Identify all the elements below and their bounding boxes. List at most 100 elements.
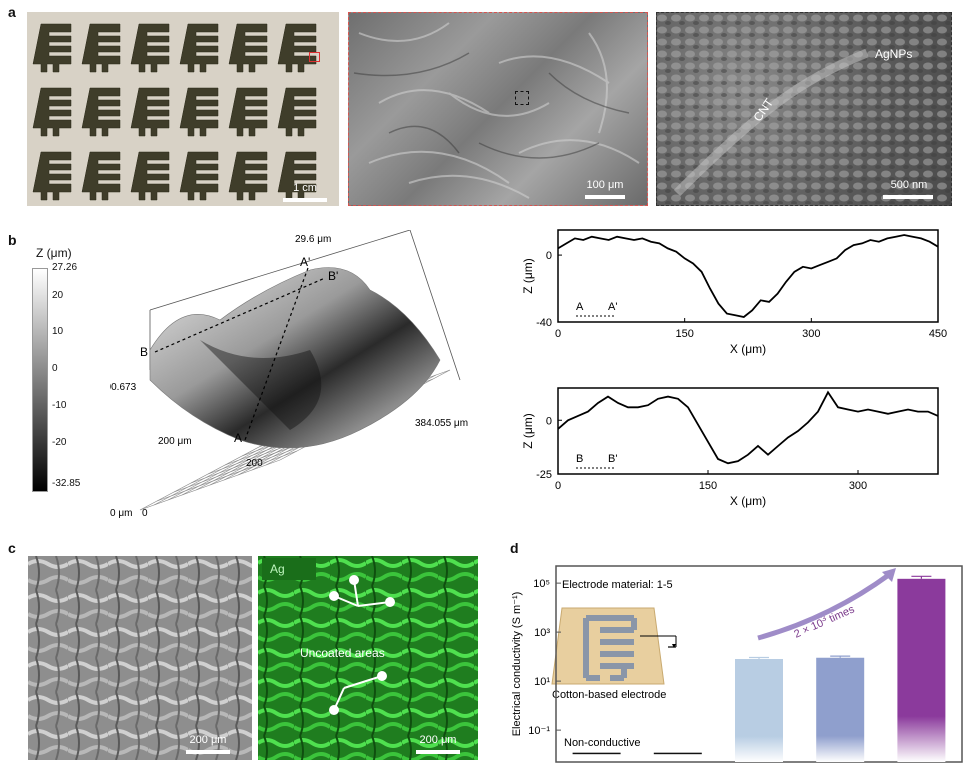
scale-bar-label: 200 μm: [419, 734, 457, 746]
tick-0: 0: [142, 508, 148, 519]
profile-line: [557, 390, 939, 465]
colorbar-tick-label: -10: [52, 400, 67, 411]
electrode: [228, 23, 268, 73]
tick-200-left: 200 μm: [158, 436, 192, 447]
label-a-prime: A': [300, 255, 310, 269]
uncoated-areas-label: Uncoated areas: [300, 646, 385, 660]
x-tick-label: 0: [555, 480, 561, 492]
x-axis-label: X (μm): [730, 342, 766, 356]
sem-nanotexture: [657, 13, 950, 204]
tick-200-right: 200: [246, 458, 263, 469]
eds-ag-map: Ag Uncoated areas 200 μm: [258, 556, 478, 760]
agnps-label: AgNPs: [875, 47, 913, 61]
electrode: [179, 23, 219, 73]
legend-start: A: [576, 301, 584, 313]
electrode: [228, 87, 268, 137]
colorbar: [32, 268, 48, 492]
y-tick-label: 0: [546, 415, 552, 427]
sem-fabric-image: 200 μm: [28, 556, 252, 760]
y-tick-label: 10¹: [534, 676, 550, 688]
y-axis-label: Z (μm): [521, 258, 535, 294]
electrode-grid-image: [32, 23, 317, 201]
tick-0-um: 0 μm: [110, 508, 132, 519]
legend-end: A': [608, 301, 617, 313]
axis-right-label: 384.055 μm: [415, 418, 468, 429]
y-tick-label: -40: [536, 317, 552, 329]
fabric-texture: [28, 556, 252, 760]
x-tick-label: 450: [929, 328, 947, 340]
y-tick-label: 10⁵: [533, 578, 550, 590]
scale-bar-label: 200 μm: [189, 734, 227, 746]
colorbar-tick-label: -20: [52, 437, 67, 448]
y-tick-label: 0: [546, 250, 552, 262]
eds-texture: [258, 556, 478, 760]
legend-start: B: [576, 453, 583, 465]
label-a: A: [234, 431, 242, 445]
surface-3d-plot: B B' A' A 29.6 μm 400.673 384.055 μm 200…: [110, 230, 468, 519]
cotton-electrode-label: Cotton-based electrode: [552, 689, 666, 701]
electrode: [130, 87, 170, 137]
non-conductive-label: Non-conductive: [564, 737, 640, 749]
electrode-material-label: Electrode material: 1-5: [562, 579, 673, 591]
sem-texture: [353, 22, 640, 199]
x-tick-label: 300: [849, 480, 867, 492]
scale-bar: [186, 750, 230, 754]
electrode: [81, 87, 121, 137]
electrode: [228, 151, 268, 201]
x-tick-label: 0: [555, 328, 561, 340]
label-b-prime: B': [328, 269, 338, 283]
electrode: [130, 23, 170, 73]
scale-bar-label: 500 nm: [890, 179, 928, 191]
electrode: [179, 151, 219, 201]
height-max-label: 29.6 μm: [295, 234, 331, 245]
zoom-box-black: [515, 91, 529, 105]
electrode: [277, 23, 317, 73]
y-tick-label: 10⁻¹: [528, 725, 550, 737]
x-tick-label: 150: [675, 328, 693, 340]
y-tick-label: -25: [536, 469, 552, 481]
y-axis-label: Z (μm): [521, 413, 535, 449]
scale-bar: [883, 195, 933, 199]
scale-bar-label: 1 cm: [293, 182, 317, 194]
panel-letter-a: a: [8, 4, 16, 20]
x-tick-label: 150: [699, 480, 717, 492]
y-axis-label: Electrical conductivity (S m⁻¹): [511, 592, 523, 737]
x-tick-label: 300: [802, 328, 820, 340]
bar: [572, 752, 621, 755]
electrode: [32, 23, 72, 73]
colorbar-tick-label: 27.26: [52, 262, 78, 273]
increase-arrow-head: [882, 568, 896, 582]
electrode: [179, 87, 219, 137]
profile-line: [557, 234, 939, 318]
panel-letter-b: b: [8, 232, 17, 248]
panel-letter-c: c: [8, 540, 16, 556]
bar: [816, 657, 865, 762]
scale-bar: [283, 198, 327, 202]
electrode: [277, 87, 317, 137]
legend-end: B': [608, 453, 617, 465]
y-tick-label: 10³: [534, 627, 550, 639]
zoom-box-red: [309, 52, 320, 62]
bar: [735, 658, 783, 762]
ag-map-label: Ag: [262, 558, 316, 580]
scale-bar: [585, 195, 625, 199]
bar: [653, 752, 702, 755]
sem-image-high-mag: AgNPs CNT 500 nm: [656, 12, 952, 206]
bar: [897, 578, 946, 762]
label-b: B: [140, 345, 148, 359]
colorbar-tick-label: 0: [52, 363, 58, 374]
increase-arrow: [757, 571, 892, 641]
electrode: [81, 151, 121, 201]
scale-bar-label: 100 μm: [586, 179, 624, 191]
electrode: [130, 151, 170, 201]
cotton-electrode-inset: [551, 607, 677, 685]
electrode: [32, 87, 72, 137]
scale-bar: [416, 750, 460, 754]
x-axis-label: X (μm): [730, 494, 766, 508]
electrode: [81, 23, 121, 73]
panel-letter-d: d: [510, 540, 519, 556]
colorbar-tick-label: 20: [52, 290, 64, 301]
electrode: [32, 151, 72, 201]
